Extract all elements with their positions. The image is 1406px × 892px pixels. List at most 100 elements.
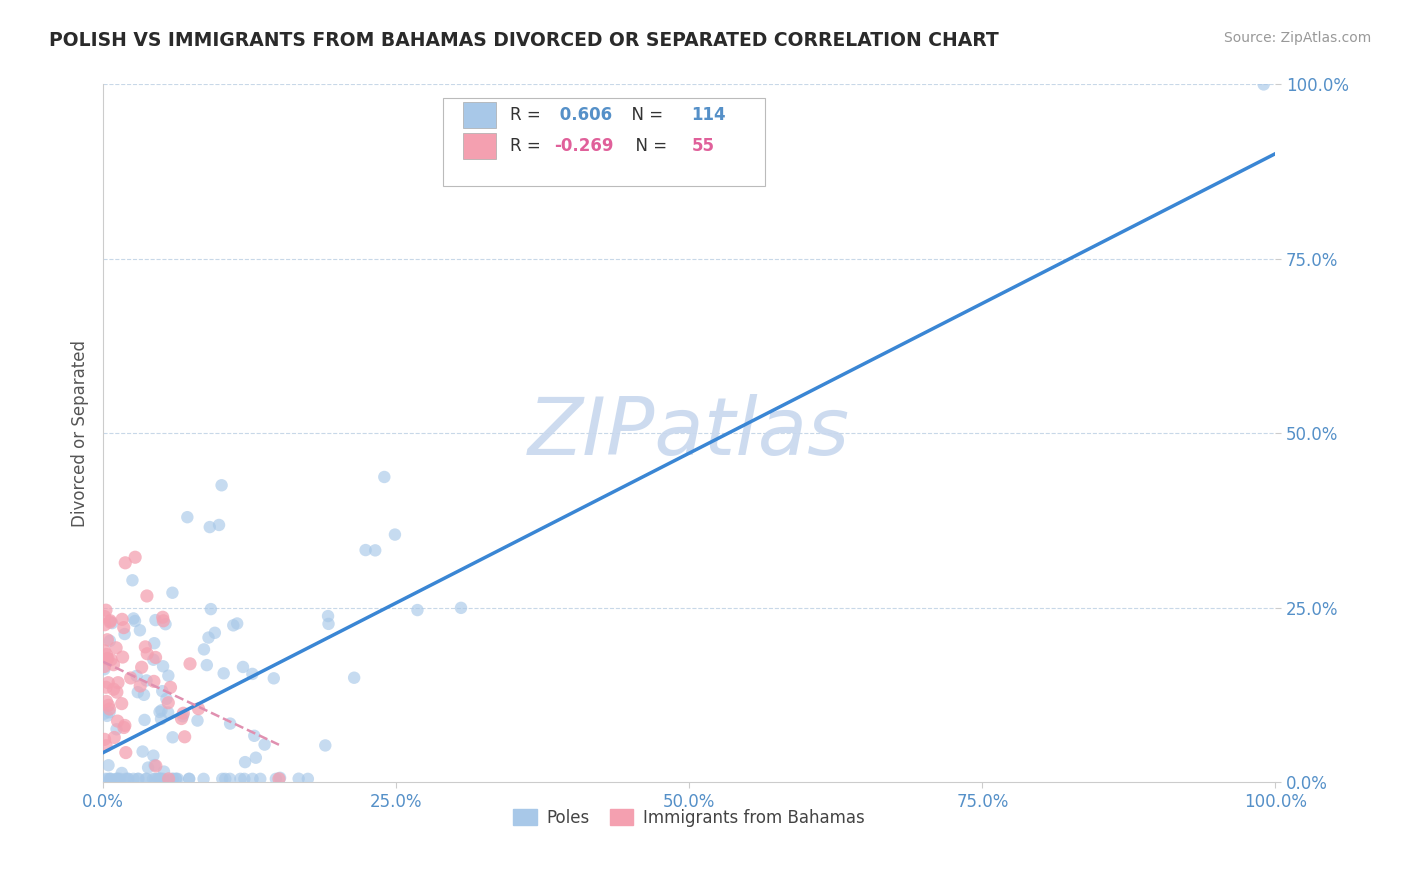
Point [117, 772, 139, 786]
Point [214, 772, 236, 786]
Point [107, 772, 129, 786]
Point [93, 609, 115, 624]
Point [127, 685, 149, 699]
FancyBboxPatch shape [443, 98, 765, 186]
Point [222, 618, 245, 632]
Point [243, 729, 266, 743]
Point [152, 614, 174, 628]
Point [111, 766, 134, 780]
Point [93, 662, 115, 676]
Point [264, 772, 287, 786]
Point [152, 659, 174, 673]
Point [229, 772, 252, 786]
Point [150, 703, 173, 717]
Text: 114: 114 [692, 106, 727, 124]
Point [114, 718, 136, 732]
Point [101, 616, 124, 631]
Point [162, 772, 184, 786]
Point [94, 603, 117, 617]
Point [157, 696, 180, 710]
Point [111, 612, 134, 626]
Point [121, 574, 143, 588]
Point [166, 772, 188, 786]
Point [105, 772, 128, 786]
Point [242, 666, 264, 681]
Point [114, 772, 136, 786]
Point [145, 759, 167, 773]
Point [142, 674, 165, 689]
Point [103, 657, 125, 672]
Point [204, 625, 226, 640]
Point [129, 624, 152, 638]
Point [157, 772, 180, 786]
Point [148, 705, 170, 719]
Text: N =: N = [624, 136, 672, 155]
Point [233, 755, 256, 769]
Point [131, 745, 153, 759]
Point [211, 772, 233, 786]
Text: Source: ZipAtlas.com: Source: ZipAtlas.com [1223, 31, 1371, 45]
Point [124, 550, 146, 565]
Point [148, 772, 170, 786]
Point [135, 772, 157, 786]
Point [129, 679, 152, 693]
Point [318, 616, 340, 631]
Y-axis label: Divorced or Separated: Divorced or Separated [72, 340, 89, 527]
Point [172, 709, 194, 723]
Point [316, 609, 339, 624]
Point [162, 772, 184, 786]
Point [177, 772, 200, 786]
Point [172, 706, 194, 721]
Point [152, 610, 174, 624]
Point [105, 723, 128, 737]
Point [157, 668, 180, 682]
Point [200, 602, 222, 616]
Point [132, 688, 155, 702]
Point [354, 543, 377, 558]
Point [98, 702, 121, 716]
Point [98, 614, 121, 628]
Point [120, 671, 142, 685]
Point [197, 631, 219, 645]
Point [135, 589, 157, 603]
Point [179, 772, 201, 786]
Point [153, 764, 176, 779]
Point [162, 585, 184, 599]
Point [195, 658, 218, 673]
Point [127, 772, 149, 786]
Text: 55: 55 [692, 136, 714, 155]
Point [149, 772, 172, 786]
Legend: Poles, Immigrants from Bahamas: Poles, Immigrants from Bahamas [506, 802, 872, 833]
Point [94, 772, 117, 786]
Point [212, 666, 235, 681]
Point [112, 721, 135, 735]
Point [93, 732, 115, 747]
Point [142, 748, 165, 763]
Text: 0.606: 0.606 [554, 106, 613, 124]
Point [233, 772, 256, 786]
Point [145, 650, 167, 665]
Point [94, 739, 117, 753]
Text: -0.269: -0.269 [554, 136, 614, 155]
Point [134, 640, 156, 654]
Point [152, 772, 174, 786]
Point [219, 716, 242, 731]
Point [343, 671, 366, 685]
Point [122, 611, 145, 625]
Point [186, 714, 208, 728]
Point [208, 518, 231, 533]
Point [114, 746, 136, 760]
Point [157, 706, 180, 720]
Point [108, 772, 131, 786]
Point [179, 657, 201, 671]
Point [107, 714, 129, 728]
Point [111, 697, 134, 711]
Point [112, 621, 135, 635]
Point [165, 772, 187, 786]
Point [96, 709, 118, 723]
Point [173, 730, 195, 744]
Point [314, 739, 336, 753]
Point [96, 632, 118, 647]
Point [218, 772, 240, 786]
Point [384, 527, 406, 541]
